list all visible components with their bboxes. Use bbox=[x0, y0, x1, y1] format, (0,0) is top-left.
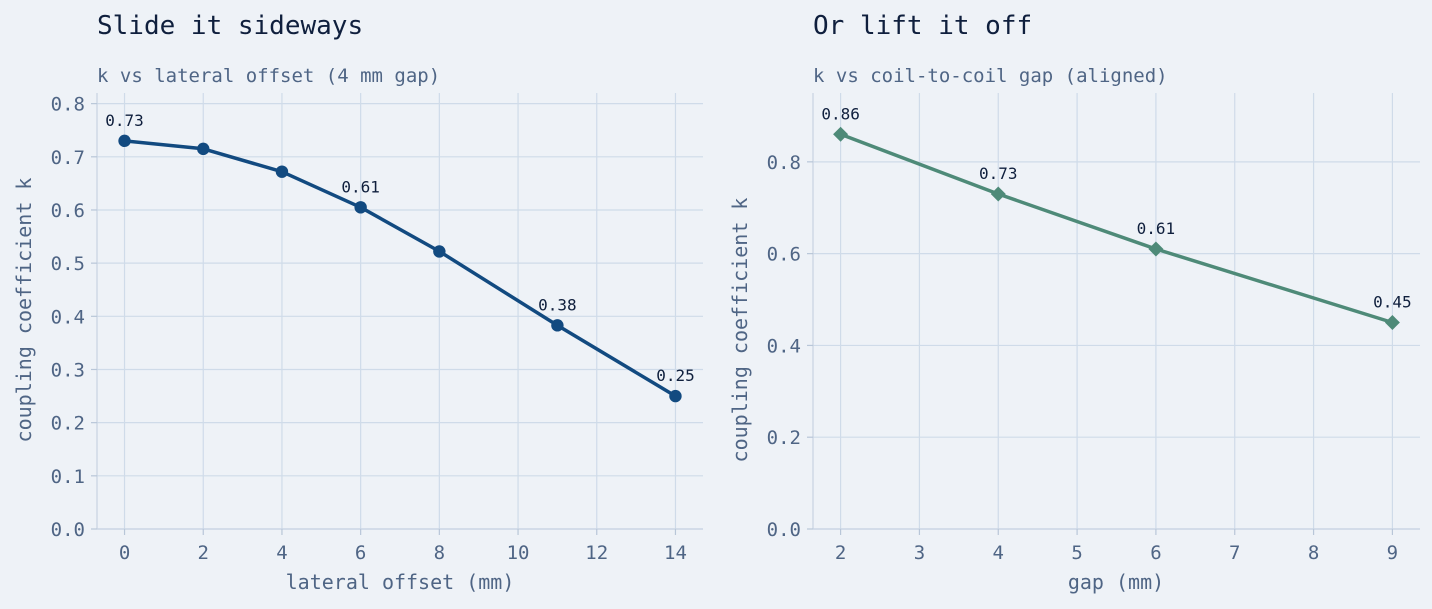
series-line bbox=[122, 139, 678, 398]
data-point bbox=[275, 165, 289, 178]
x-tick-label: 8 bbox=[434, 542, 445, 564]
y-axis-label: coupling coefficient k bbox=[12, 178, 36, 443]
chart-panel-offset: Slide it sideways k vs lateral offset (4… bbox=[12, 11, 703, 594]
y-tick-label: 0.8 bbox=[767, 152, 801, 174]
data-point bbox=[990, 186, 1006, 202]
x-tick-label: 6 bbox=[355, 542, 366, 564]
chart-title: Or lift it off bbox=[813, 11, 1032, 41]
x-tick-label: 14 bbox=[664, 542, 687, 564]
data-label: 0.73 bbox=[105, 111, 144, 130]
data-label: 0.38 bbox=[538, 295, 577, 314]
y-tick-label: 0.7 bbox=[51, 147, 85, 169]
y-tick-label: 0.3 bbox=[51, 359, 85, 381]
y-tick-label: 0.5 bbox=[51, 253, 85, 275]
y-axis-label: coupling coefficient k bbox=[728, 198, 752, 463]
y-tick-label: 0.4 bbox=[51, 306, 85, 328]
x-tick-label: 0 bbox=[119, 542, 130, 564]
x-tick-label: 4 bbox=[993, 542, 1004, 564]
chart-subtitle: k vs coil-to-coil gap (aligned) bbox=[813, 65, 1168, 87]
x-tick-label: 3 bbox=[914, 542, 925, 564]
data-point bbox=[197, 142, 210, 156]
x-tick-label: 8 bbox=[1308, 542, 1319, 564]
data-label: 0.61 bbox=[341, 177, 380, 196]
y-tick-label: 0.4 bbox=[767, 335, 801, 357]
x-tick-label: 2 bbox=[198, 542, 209, 564]
y-tick-label: 0.0 bbox=[767, 519, 801, 541]
data-label: 0.25 bbox=[656, 366, 695, 385]
y-tick-label: 0.6 bbox=[51, 200, 85, 222]
data-label: 0.45 bbox=[1373, 292, 1412, 311]
x-tick-label: 10 bbox=[507, 542, 530, 564]
x-tick-label: 9 bbox=[1387, 542, 1398, 564]
x-axis-label: lateral offset (mm) bbox=[286, 570, 515, 594]
y-tick-label: 0.8 bbox=[51, 94, 85, 116]
data-label: 0.61 bbox=[1137, 219, 1176, 238]
data-point bbox=[433, 245, 446, 258]
y-tick-label: 0.1 bbox=[51, 466, 85, 488]
y-tick-label: 0.2 bbox=[51, 413, 85, 435]
grid bbox=[97, 93, 703, 530]
data-point bbox=[833, 126, 849, 142]
data-point bbox=[551, 319, 564, 332]
x-tick-label: 6 bbox=[1150, 542, 1161, 564]
chart-panel-gap: Or lift it off k vs coil-to-coil gap (al… bbox=[728, 11, 1420, 594]
chart-subtitle: k vs lateral offset (4 mm gap) bbox=[97, 65, 440, 87]
x-tick-label: 5 bbox=[1071, 542, 1082, 564]
y-tick-label: 0.0 bbox=[51, 519, 85, 541]
x-tick-label: 12 bbox=[585, 542, 608, 564]
chart-title: Slide it sideways bbox=[97, 11, 363, 41]
x-tick-label: 7 bbox=[1229, 542, 1240, 564]
data-point bbox=[1148, 241, 1164, 257]
data-point bbox=[354, 201, 367, 214]
data-point bbox=[118, 134, 131, 148]
x-tick-label: 4 bbox=[276, 542, 287, 564]
y-tick-label: 0.6 bbox=[767, 244, 801, 266]
x-tick-label: 2 bbox=[835, 542, 846, 564]
data-point bbox=[669, 389, 682, 403]
data-label: 0.86 bbox=[821, 104, 860, 123]
data-point bbox=[1384, 314, 1400, 330]
x-axis-label: gap (mm) bbox=[1068, 570, 1164, 594]
y-tick-label: 0.2 bbox=[767, 427, 801, 449]
data-label: 0.73 bbox=[979, 164, 1018, 183]
series-line bbox=[838, 132, 1395, 325]
